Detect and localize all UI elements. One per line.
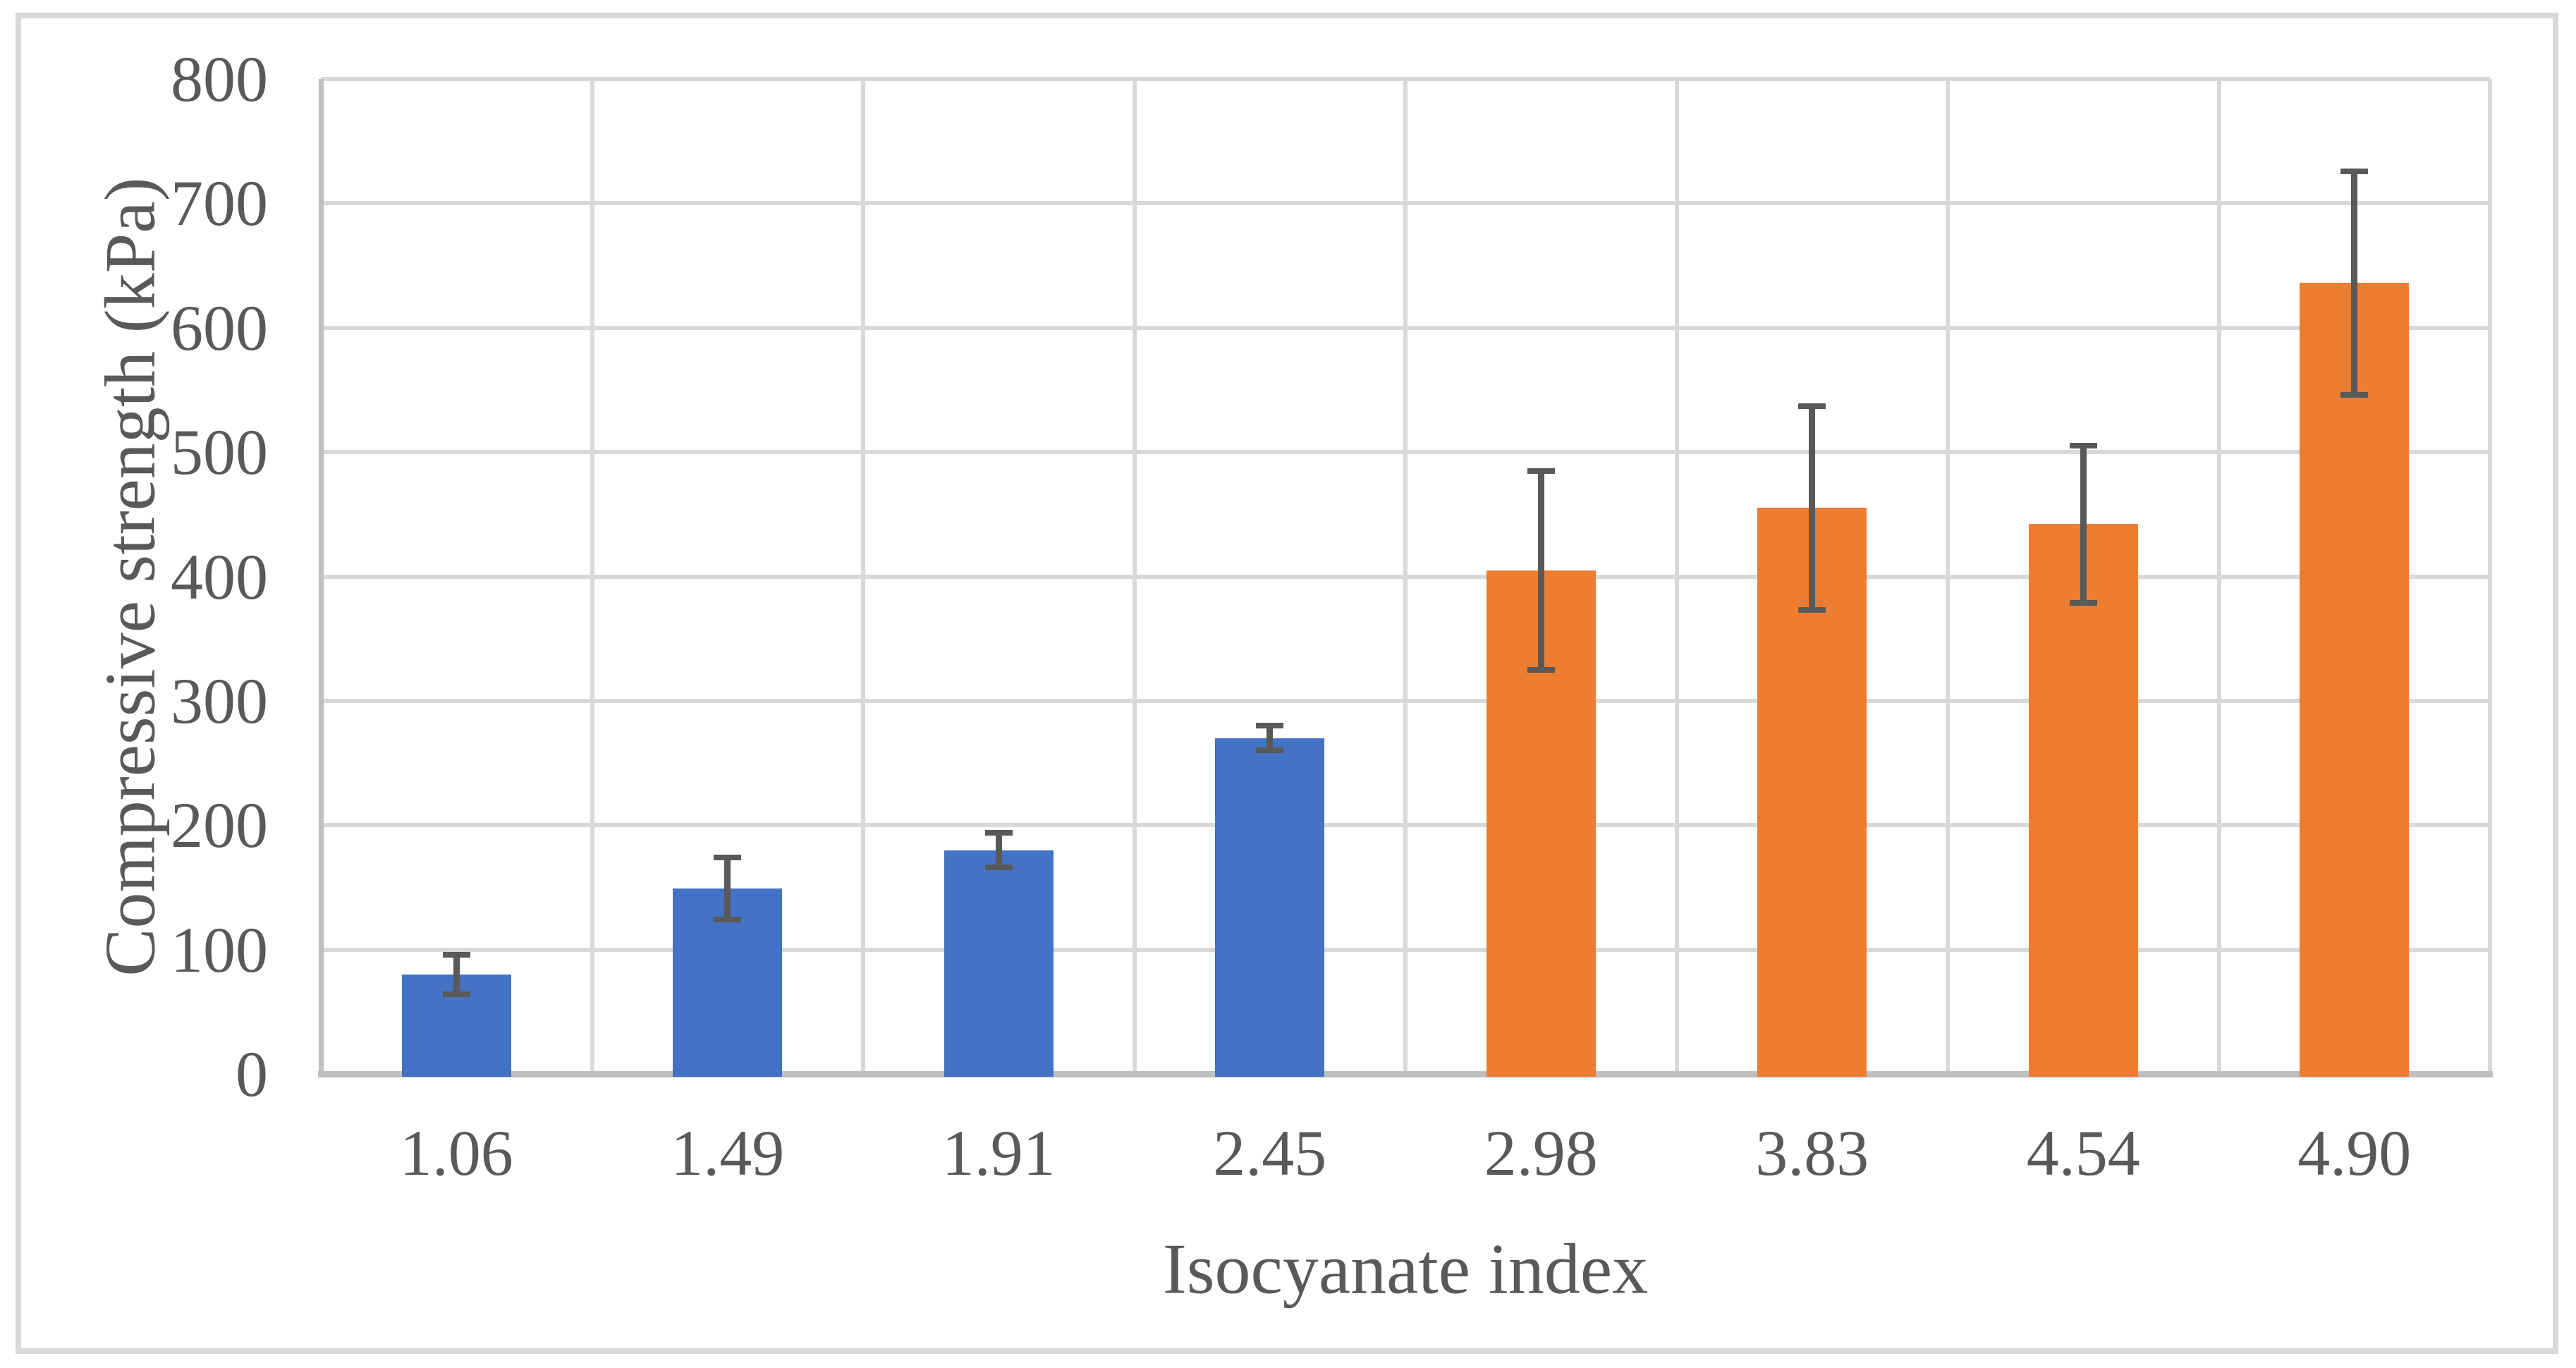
error-bar-top-cap [714,855,742,861]
bar [1215,738,1325,1077]
y-tick-label: 100 [171,913,268,986]
x-tick-label: 2.45 [1213,1117,1327,1189]
y-tick-label: 800 [171,43,268,115]
error-bar-bottom-cap [1527,666,1555,673]
v-gridline [861,79,865,1074]
v-gridline [590,79,594,1074]
error-bar-top-cap [1798,403,1826,409]
y-tick-label: 300 [171,664,268,737]
error-bar-top-cap [984,829,1013,836]
y-tick-label: 500 [171,416,268,489]
error-bar-bottom-cap [2340,391,2369,398]
error-bar-bottom-cap [1798,607,1826,613]
error-bar-stem [2080,446,2087,603]
y-tick-label: 700 [171,167,268,240]
error-bar-stem [1266,726,1274,751]
x-tick-label: 2.98 [1484,1117,1598,1189]
x-tick-label: 1.49 [671,1117,785,1189]
x-tick-label: 1.06 [399,1117,513,1189]
error-bar-bottom-cap [1256,747,1284,754]
y-tick-label: 400 [171,540,268,613]
error-bar-top-cap [2069,443,2097,449]
error-bar-bottom-cap [442,991,470,998]
y-tick-label: 0 [236,1038,268,1110]
bar [2028,524,2138,1077]
v-gridline [1946,79,1950,1074]
y-tick-label: 200 [171,789,268,862]
x-tick-label: 1.91 [941,1117,1056,1189]
x-tick-label: 4.54 [2026,1117,2140,1189]
v-gridline [2216,79,2221,1074]
bar [2300,283,2410,1077]
error-bar-bottom-cap [984,865,1013,871]
bar [944,850,1054,1077]
error-bar-stem [995,832,1002,868]
v-gridline [1674,79,1679,1074]
x-tick-label: 3.83 [1755,1117,1869,1189]
error-bar-top-cap [2340,168,2369,174]
error-bar-stem [1809,405,1816,611]
y-tick-label: 600 [171,291,268,364]
v-gridline [1403,79,1408,1074]
v-gridline [1132,79,1137,1074]
v-gridline [2488,79,2492,1074]
error-bar-stem [453,954,460,995]
error-bar-bottom-cap [714,917,742,923]
error-bar-bottom-cap [2069,599,2097,606]
x-tick-label: 4.90 [2297,1117,2412,1189]
error-bar-top-cap [1256,723,1284,729]
error-bar-top-cap [1527,468,1555,474]
x-axis-line [318,1071,2493,1077]
y-axis-line [319,79,324,1077]
error-bar-stem [1537,470,1544,670]
x-axis-title: Isocyanate index [1162,1229,1649,1309]
error-bar-stem [2351,171,2358,395]
error-bar-top-cap [442,951,470,958]
error-bar-stem [724,857,731,920]
plot-area [318,77,2493,1077]
